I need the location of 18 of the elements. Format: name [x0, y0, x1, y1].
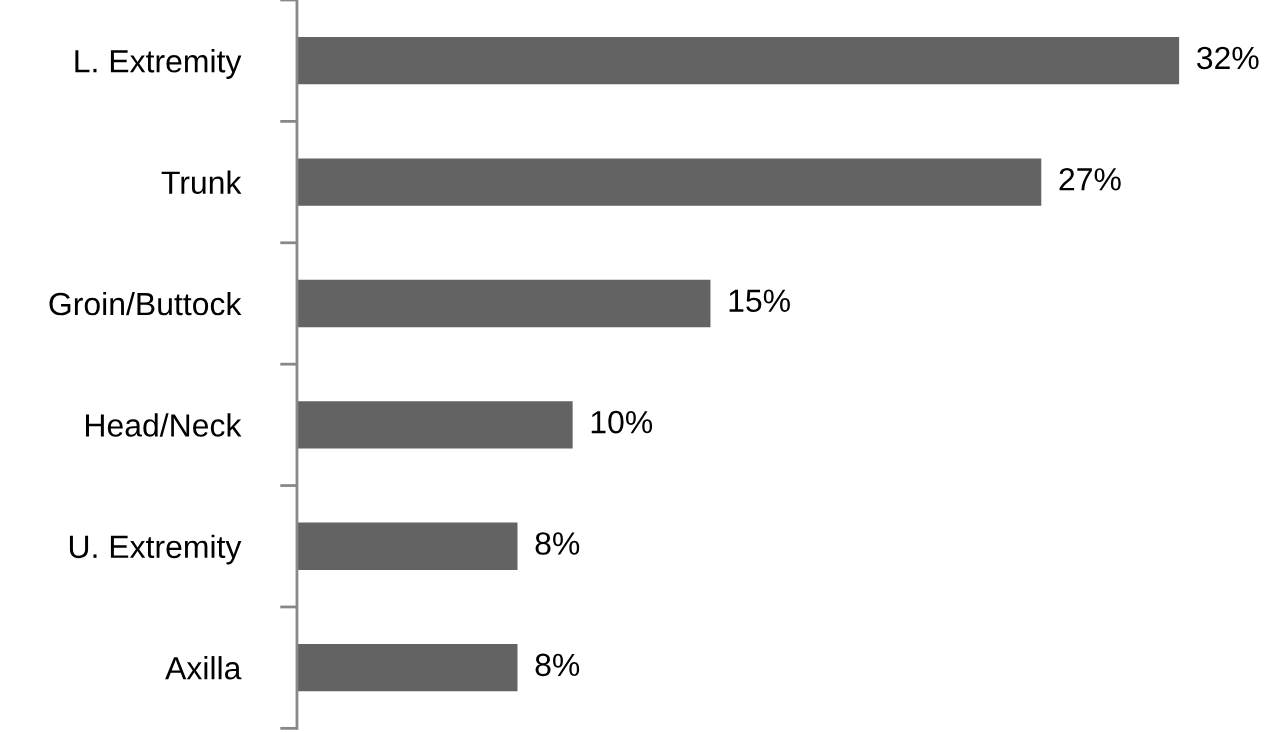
- bar: [296, 158, 1042, 206]
- data-label: 8%: [535, 653, 580, 677]
- y-tick-label: Trunk: [161, 170, 242, 194]
- data-label: 10%: [591, 410, 653, 434]
- y-tick-label: Axilla: [165, 656, 242, 680]
- bar: [296, 279, 711, 328]
- data-label: 8%: [535, 532, 580, 555]
- y-tick-label: Groin/Buttock: [49, 291, 242, 316]
- bar: [296, 643, 518, 692]
- bar: [296, 37, 1180, 85]
- bar: [296, 401, 573, 449]
- data-label: 32%: [1197, 46, 1259, 70]
- data-label: 27%: [1059, 168, 1121, 191]
- bar: [296, 522, 518, 570]
- y-tick-label: U. Extremity: [69, 534, 242, 565]
- y-tick-label: L. Extremity: [75, 49, 242, 79]
- data-label: 15%: [729, 289, 790, 313]
- y-tick-label: Head/Neck: [86, 413, 242, 437]
